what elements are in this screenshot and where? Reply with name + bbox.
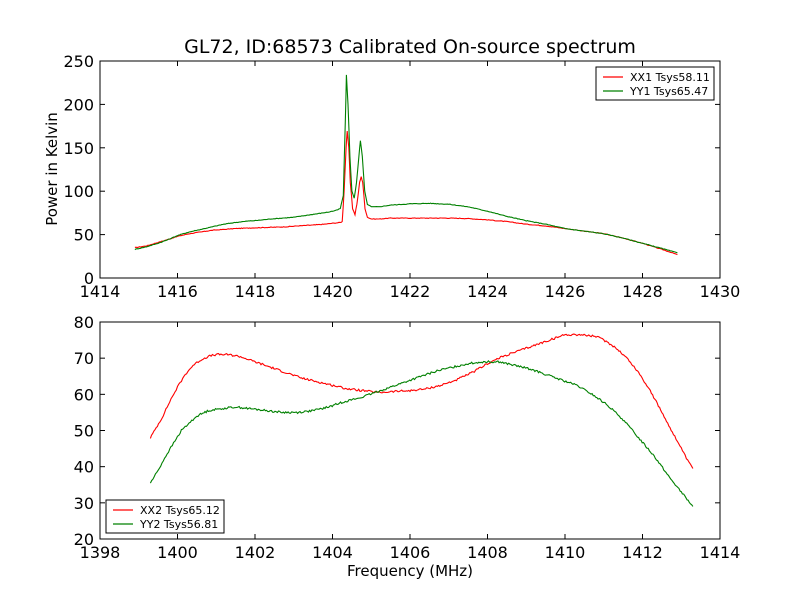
top-x-tick-label: 1414 (80, 282, 121, 301)
top-series-yy-line (134, 74, 678, 254)
bottom-y-tick-label: 70 (74, 349, 94, 368)
top-y-tick-label: 100 (63, 182, 94, 201)
top-x-tick-label: 1420 (312, 282, 353, 301)
bottom-x-tick-label: 1400 (157, 543, 198, 562)
top-y-axis-label: Power in Kelvin (43, 112, 61, 226)
bottom-x-tick-label: 1410 (545, 543, 586, 562)
bottom-series-xx-line (149, 333, 694, 469)
top-x-tick-label: 1422 (390, 282, 431, 301)
top-legend-box (595, 66, 715, 101)
top-y-tick-label: 250 (63, 52, 94, 71)
bottom-x-tick-label: 1412 (622, 543, 663, 562)
top-x-tick-label: 1418 (235, 282, 276, 301)
bottom-x-tick-label: 1404 (312, 543, 353, 562)
bottom-legend-label: YY2 Tsys56.81 (139, 518, 218, 531)
bottom-x-tick-label: 1414 (700, 543, 741, 562)
top-legend-label: YY1 Tsys65.47 (629, 85, 708, 98)
top-y-tick-label: 50 (74, 226, 94, 245)
top-plot-area: 1414 1416 1418 1420 1422 1424 1426 1428 1430 0 50 1… (63, 52, 740, 301)
chart-title: GL72, ID:68573 Calibrated On-source spec… (184, 36, 636, 58)
bottom-y-tick-label: 40 (74, 458, 94, 477)
bottom-y-tick-label: 80 (74, 313, 94, 332)
bottom-y-tick-label: 30 (74, 494, 94, 513)
bottom-y-tick-label: 60 (74, 385, 94, 404)
bottom-x-tick-label: 1406 (390, 543, 431, 562)
bottom-x-tick-label: 1398 (80, 543, 121, 562)
top-x-tick-label: 1416 (157, 282, 198, 301)
top-y-tick-label: 150 (63, 139, 94, 158)
bottom-x-axis-label: Frequency (MHz) (347, 562, 473, 580)
top-y-tick-label: 0 (84, 269, 94, 288)
top-x-tick-label: 1424 (467, 282, 508, 301)
bottom-series-yy-line (149, 359, 694, 507)
bottom-legend-label: XX2 Tsys65.12 (140, 504, 220, 517)
top-x-tick-label: 1426 (545, 282, 586, 301)
bottom-y-tick-label: 20 (74, 530, 94, 549)
bottom-plot-area: 1398 1400 1402 1404 1406 1408 1410 1412 1414 20 30… (74, 313, 741, 562)
top-x-tick-label: 1430 (700, 282, 741, 301)
bottom-x-tick-label: 1408 (467, 543, 508, 562)
bottom-legend-box (105, 499, 225, 534)
top-y-tick-label: 200 (63, 95, 94, 114)
top-legend-label: XX1 Tsys58.11 (630, 71, 710, 84)
bottom-x-tick-label: 1402 (235, 543, 276, 562)
bottom-y-tick-label: 50 (74, 422, 94, 441)
top-x-tick-label: 1428 (622, 282, 663, 301)
